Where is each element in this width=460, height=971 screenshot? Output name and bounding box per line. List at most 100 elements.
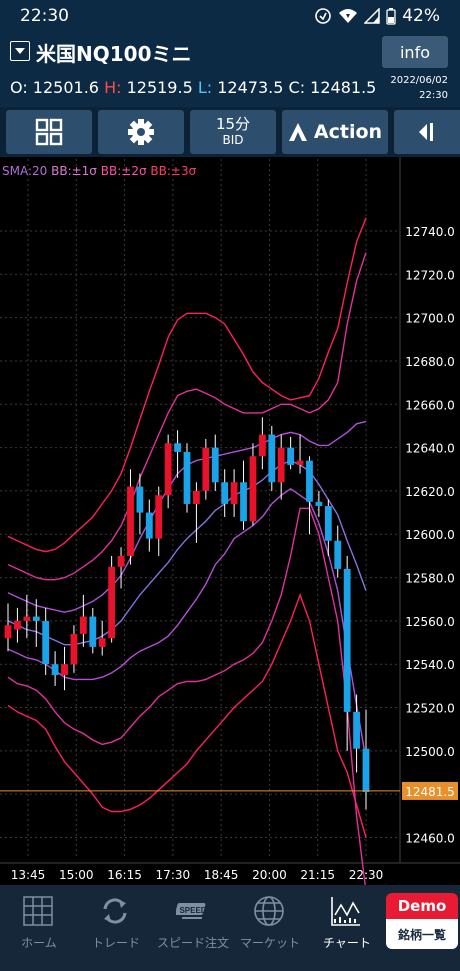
candle-body bbox=[174, 443, 181, 452]
timeframe-label: 15分 bbox=[215, 115, 251, 133]
y-tick-label: 12720.0 bbox=[405, 268, 455, 282]
status-bar: 22:30 42% bbox=[0, 0, 460, 32]
candle-body bbox=[4, 625, 12, 639]
y-tick-label: 12740.0 bbox=[405, 225, 455, 239]
bb2-lower-line bbox=[7, 507, 367, 892]
candle-body bbox=[306, 460, 313, 502]
chart-icon bbox=[331, 897, 360, 926]
info-button[interactable]: info bbox=[382, 36, 448, 68]
candle-body bbox=[268, 434, 276, 483]
candle-body bbox=[211, 447, 219, 483]
tab-home[interactable]: ホーム bbox=[0, 891, 78, 951]
legend-sma: SMA:20 bbox=[2, 164, 48, 178]
tab-chart[interactable]: チャート bbox=[308, 891, 386, 951]
low-key: L: bbox=[197, 78, 213, 97]
symbol-list-label: 銘柄一覧 bbox=[386, 919, 458, 949]
low-value: 12473.5 bbox=[217, 78, 284, 97]
last-update-date: 2022/06/02 bbox=[390, 75, 448, 86]
globe-icon bbox=[254, 896, 284, 926]
candle-body bbox=[155, 495, 163, 539]
x-tick-label: 17:30 bbox=[156, 868, 191, 882]
candle-body bbox=[108, 566, 116, 639]
candle-body bbox=[70, 633, 78, 665]
candle-body bbox=[249, 456, 257, 522]
x-tick-label: 18:45 bbox=[204, 868, 239, 882]
action-button[interactable]: Action bbox=[282, 110, 388, 154]
x-tick-label: 16:15 bbox=[107, 868, 142, 882]
x-tick-label: 13:45 bbox=[11, 868, 46, 882]
last-update: 2022/06/02 22:30 bbox=[390, 73, 448, 103]
candle-body bbox=[193, 490, 200, 504]
last-update-time: 22:30 bbox=[419, 90, 448, 101]
candle-body bbox=[221, 482, 229, 504]
svg-text:SPEED: SPEED bbox=[179, 906, 206, 915]
x-tick-label: 22:30 bbox=[349, 868, 384, 882]
y-tick-label: 12580.0 bbox=[405, 572, 455, 586]
layout-grid-button[interactable] bbox=[6, 110, 92, 154]
y-tick-label: 12600.0 bbox=[405, 528, 455, 542]
status-right: 42% bbox=[314, 6, 440, 26]
tab-trade[interactable]: トレード bbox=[77, 891, 155, 951]
candle-body bbox=[324, 506, 332, 541]
timeframe-button[interactable]: 15分 BID bbox=[190, 110, 276, 154]
tab-speed-order[interactable]: SPEED スピード注文 bbox=[154, 891, 232, 951]
candle-body bbox=[353, 711, 360, 749]
candle-body bbox=[98, 638, 106, 647]
y-tick-label: 12640.0 bbox=[405, 442, 455, 456]
high-key: H: bbox=[104, 78, 122, 97]
price-chart[interactable]: 12460.012480.012500.012520.012540.012560… bbox=[0, 157, 460, 892]
tab-chart-label: チャート bbox=[323, 936, 371, 950]
close-key: C: bbox=[288, 78, 306, 97]
candle-body bbox=[61, 664, 68, 676]
candle-body bbox=[277, 447, 285, 483]
open-key: O: bbox=[10, 78, 28, 97]
candle-body bbox=[79, 616, 87, 634]
action-triangle-icon bbox=[288, 123, 307, 141]
candle-body bbox=[23, 616, 31, 621]
candle-body bbox=[145, 512, 153, 539]
tab-market-label: マーケット bbox=[239, 936, 300, 950]
candle-body bbox=[230, 482, 238, 504]
tab-market[interactable]: マーケット bbox=[231, 891, 309, 951]
y-tick-label: 12660.0 bbox=[405, 398, 455, 412]
grid-icon bbox=[35, 118, 63, 146]
candle-body bbox=[315, 501, 323, 507]
chart-area[interactable]: 12460.012480.012500.012520.012540.012560… bbox=[0, 157, 460, 892]
y-tick-label: 12500.0 bbox=[405, 745, 455, 759]
speed-icon: SPEED bbox=[176, 903, 207, 919]
tab-trade-label: トレード bbox=[91, 936, 140, 950]
battery-icon bbox=[386, 7, 396, 25]
candle-body bbox=[202, 447, 210, 491]
y-tick-label: 12460.0 bbox=[405, 832, 455, 846]
candle-body bbox=[42, 620, 50, 665]
candle-body bbox=[296, 460, 304, 465]
status-time: 22:30 bbox=[20, 6, 69, 26]
candle-body bbox=[362, 748, 370, 793]
collapse-panel-button[interactable] bbox=[394, 110, 460, 154]
symbol-dropdown-icon[interactable] bbox=[10, 41, 30, 61]
candle-body bbox=[136, 486, 144, 513]
system-nav-bar bbox=[0, 952, 460, 971]
legend-bb3: BB:±3σ bbox=[150, 164, 197, 178]
bb3-lower-line bbox=[7, 592, 367, 838]
high-value: 12519.5 bbox=[126, 78, 193, 97]
legend-bb1: BB:±1σ bbox=[51, 164, 97, 178]
indicator-legend: SMA:20 BB:±1σ BB:±2σ BB:±3σ bbox=[2, 164, 196, 178]
symbol-name[interactable]: 米国NQ100ミニ bbox=[36, 42, 192, 66]
candle-body bbox=[164, 443, 172, 496]
candle-body bbox=[14, 620, 21, 630]
signal-icon bbox=[364, 8, 380, 24]
demo-symbol-list-button[interactable]: Demo 銘柄一覧 bbox=[386, 893, 458, 949]
action-label: Action bbox=[313, 121, 383, 143]
candle-body bbox=[51, 664, 59, 676]
settings-button[interactable] bbox=[98, 110, 184, 154]
candle-body bbox=[258, 434, 266, 457]
ohlc-readout: O: 12501.6 H: 12519.5 L: 12473.5 C: 1248… bbox=[10, 78, 376, 97]
tab-home-label: ホーム bbox=[21, 936, 57, 950]
close-value: 12481.5 bbox=[310, 78, 377, 97]
x-tick-label: 15:00 bbox=[59, 868, 94, 882]
y-tick-label: 12520.0 bbox=[405, 702, 455, 716]
candle-body bbox=[240, 482, 247, 522]
y-tick-label: 12680.0 bbox=[405, 355, 455, 369]
tab-speed-order-label: スピード注文 bbox=[156, 936, 229, 950]
